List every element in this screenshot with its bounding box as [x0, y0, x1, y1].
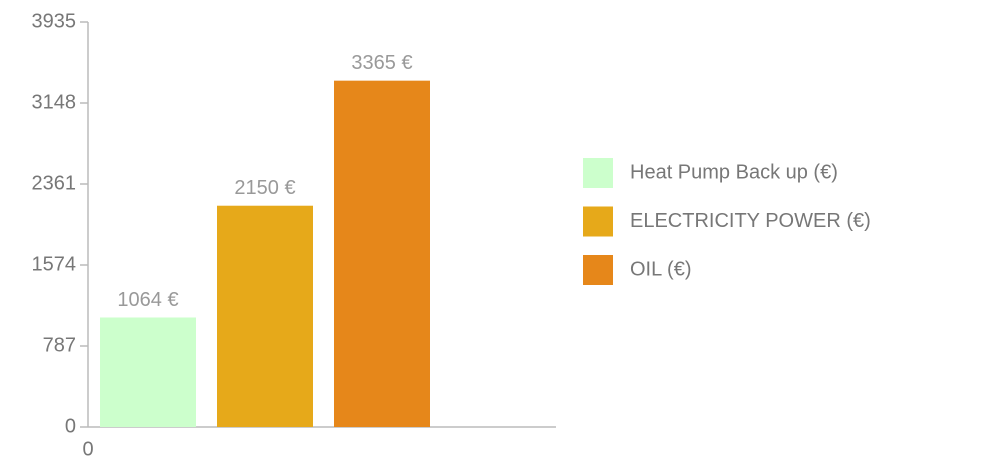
legend-label: OIL (€) [630, 258, 692, 280]
bar [100, 317, 196, 427]
value-label: 1064 € [117, 289, 178, 311]
y-tick-label: 1574 [32, 253, 77, 275]
bar [217, 205, 313, 427]
legend-swatch [583, 206, 613, 237]
value-label: 2150 € [234, 177, 295, 199]
legend-label: Heat Pump Back up (€) [630, 161, 838, 183]
x-tick-label: 0 [82, 438, 93, 460]
legend-swatch [583, 158, 613, 188]
y-tick-label: 3148 [32, 91, 77, 113]
legend-swatch [583, 255, 613, 285]
y-tick-label: 2361 [32, 172, 77, 194]
y-tick-label: 787 [43, 334, 76, 356]
value-label: 3365 € [351, 52, 412, 74]
y-tick-label: 3935 [32, 10, 77, 32]
y-tick-label: 0 [65, 415, 76, 437]
legend-label: ELECTRICITY POWER (€) [630, 210, 871, 232]
bar [334, 80, 430, 427]
